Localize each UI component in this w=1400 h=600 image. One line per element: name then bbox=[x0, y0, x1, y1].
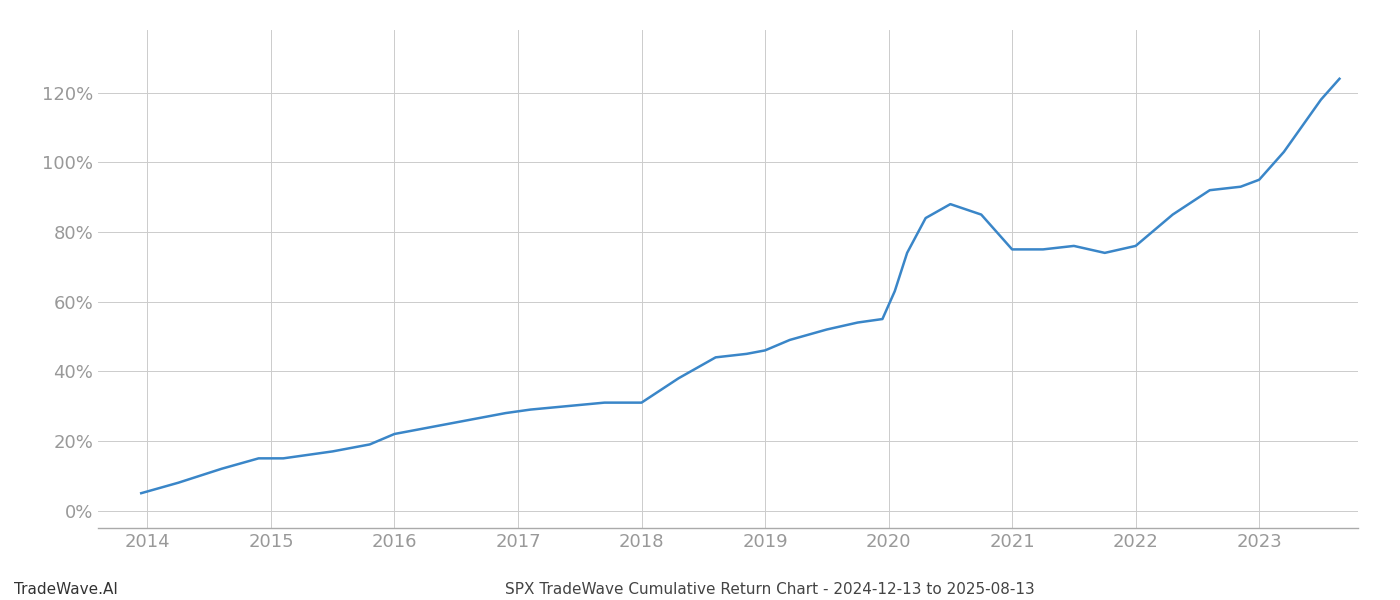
Text: TradeWave.AI: TradeWave.AI bbox=[14, 582, 118, 597]
Text: SPX TradeWave Cumulative Return Chart - 2024-12-13 to 2025-08-13: SPX TradeWave Cumulative Return Chart - … bbox=[505, 582, 1035, 597]
